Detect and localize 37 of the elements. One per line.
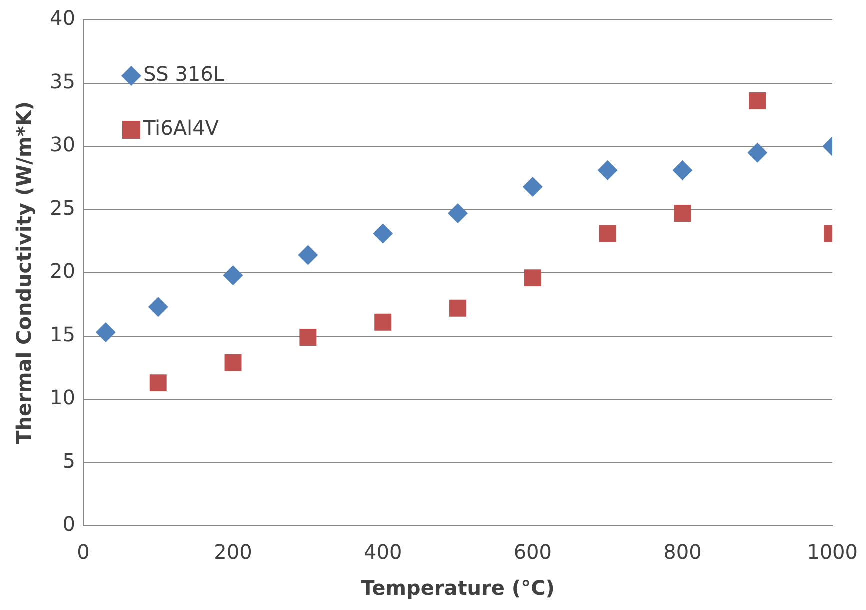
y-tick-label: 25 <box>50 196 76 220</box>
y-tick-label: 40 <box>50 6 76 30</box>
point <box>674 205 692 222</box>
point <box>448 204 468 224</box>
point <box>749 92 766 110</box>
point <box>373 224 394 244</box>
x-tick-label: 600 <box>514 540 552 564</box>
legend-label: Ti6Al4V <box>142 116 220 140</box>
y-tick-label: 0 <box>62 512 76 536</box>
y-tick-label: 10 <box>50 386 76 410</box>
y-tick-label: 15 <box>50 322 76 346</box>
point <box>598 160 618 181</box>
point <box>450 300 466 317</box>
point <box>223 266 244 286</box>
point <box>224 354 242 372</box>
point <box>374 314 392 331</box>
point <box>150 374 167 392</box>
point <box>672 160 693 181</box>
x-tick-label: 800 <box>664 540 702 564</box>
x-tick-label: 400 <box>364 540 402 564</box>
x-axis-title: Temperature (°C) <box>361 576 555 600</box>
y-tick-label: 5 <box>62 448 76 473</box>
point <box>748 142 768 163</box>
y-tick-label: 30 <box>50 132 76 157</box>
point <box>96 322 116 342</box>
point <box>298 245 318 266</box>
x-tick-label: 1000 <box>807 540 858 564</box>
point <box>522 176 543 197</box>
point <box>599 225 616 242</box>
y-axis-title: Thermal Conductivity (W/m*K) <box>12 102 36 444</box>
legend-label: SS 316L <box>143 62 226 86</box>
point <box>524 270 542 287</box>
point <box>300 329 317 346</box>
point <box>148 297 168 318</box>
y-tick-label: 35 <box>50 69 76 94</box>
x-tick-label: 200 <box>214 540 252 564</box>
y-tick-label: 20 <box>50 259 76 284</box>
